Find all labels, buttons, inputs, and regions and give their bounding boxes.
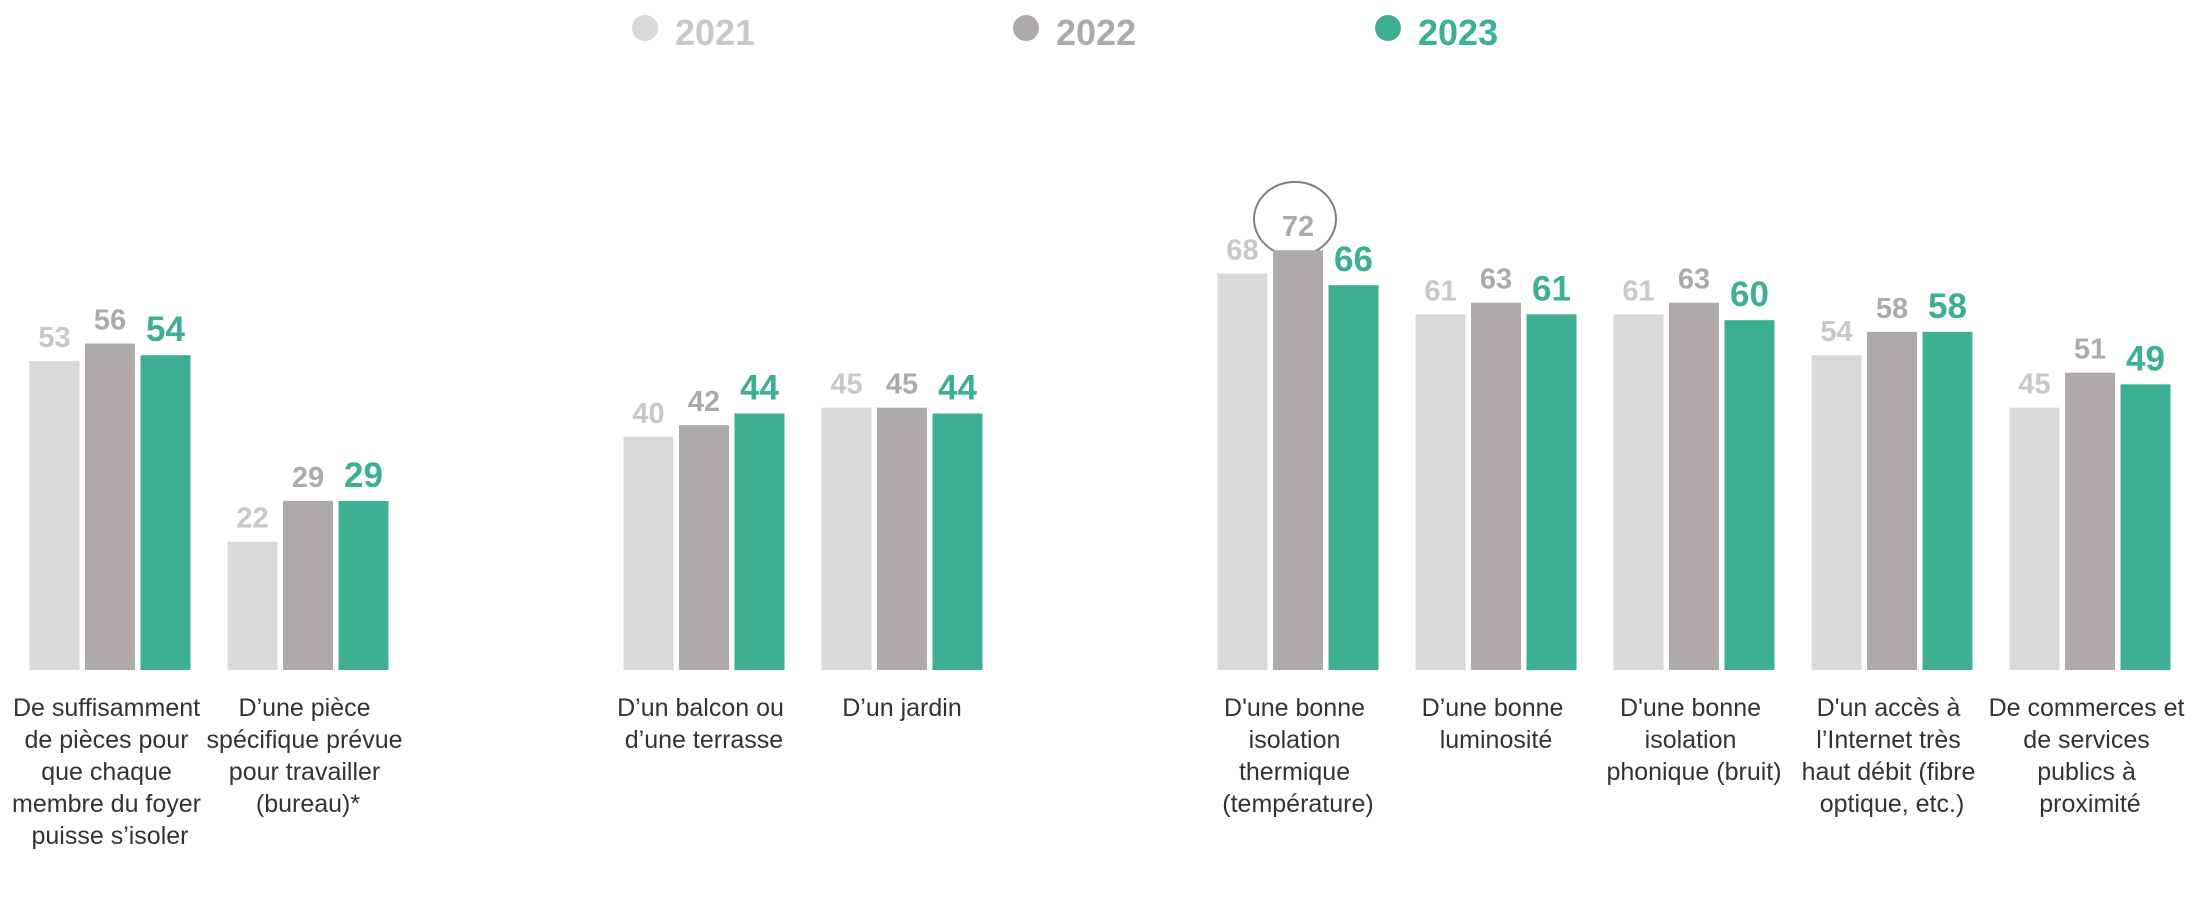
bar [1273, 250, 1323, 671]
bar [338, 500, 389, 670]
bar [227, 541, 278, 670]
value-label: 44 [740, 368, 779, 407]
value-label: 58 [1876, 293, 1908, 325]
value-label: 66 [1334, 240, 1373, 279]
bar [1526, 314, 1577, 670]
value-label: 61 [1622, 275, 1654, 307]
value-label: 29 [292, 462, 324, 494]
value-label: 54 [1820, 316, 1852, 348]
value-label: 72 [1282, 211, 1314, 243]
category-label: De suffisamment de pièces pour que chaqu… [12, 694, 208, 850]
category-label: De commerces et de services publics à pr… [1989, 694, 2185, 818]
value-label: 63 [1678, 264, 1710, 296]
bar [1217, 273, 1268, 670]
legend-marker [632, 15, 658, 41]
value-label: 45 [830, 369, 862, 401]
value-label: 68 [1226, 235, 1258, 267]
legend-marker [1013, 15, 1039, 41]
value-label: 45 [2018, 369, 2050, 401]
value-label: 45 [886, 369, 918, 401]
category-label: D’un balcon ou d’une terrasse [617, 694, 791, 754]
legend-label: 2023 [1418, 12, 1498, 53]
bar [1811, 355, 1862, 670]
category-label: D'une bonne isolation thermique (tempéra… [1222, 694, 1373, 818]
value-label: 63 [1480, 264, 1512, 296]
bar [1922, 331, 1973, 670]
legend-marker [1375, 15, 1401, 41]
bar [1471, 302, 1521, 670]
value-label: 51 [2074, 334, 2106, 366]
bar [1724, 320, 1775, 670]
bar [1328, 285, 1379, 670]
value-label: 56 [94, 305, 126, 337]
bar [877, 407, 927, 670]
bar [734, 413, 785, 670]
value-label: 49 [2126, 339, 2165, 378]
category-label: D'une bonne isolation phonique (bruit) [1606, 694, 1781, 786]
category-label: D'un accès à l’Internet très haut débit … [1802, 694, 1983, 818]
bar [679, 425, 729, 670]
value-label: 60 [1730, 275, 1769, 314]
value-label: 44 [938, 368, 977, 407]
category-label: D’un jardin [842, 694, 962, 722]
legend-label: 2021 [675, 12, 755, 53]
value-label: 29 [344, 456, 383, 495]
bar [1867, 331, 1917, 670]
bar [29, 361, 80, 670]
category-label: D’une pièce spécifique prévue pour trava… [207, 694, 410, 818]
bar [1613, 314, 1664, 670]
value-label: 53 [38, 322, 70, 354]
bar [85, 343, 135, 670]
bar [140, 355, 191, 670]
bar [932, 413, 983, 670]
value-label: 22 [236, 503, 268, 535]
bar [2120, 384, 2171, 670]
value-label: 40 [632, 398, 664, 430]
category-label: D’une bonne luminosité [1422, 694, 1571, 754]
legend-label: 2022 [1056, 12, 1136, 53]
value-label: 42 [688, 386, 720, 418]
bar [1415, 314, 1466, 670]
bar [1669, 302, 1719, 670]
value-label: 61 [1532, 269, 1571, 308]
value-label: 58 [1928, 287, 1967, 326]
bar [623, 436, 674, 670]
bar [821, 407, 872, 670]
value-label: 61 [1424, 275, 1456, 307]
bar [283, 500, 333, 670]
value-label: 54 [146, 310, 185, 349]
bar [2065, 372, 2115, 670]
bar [2009, 407, 2060, 670]
